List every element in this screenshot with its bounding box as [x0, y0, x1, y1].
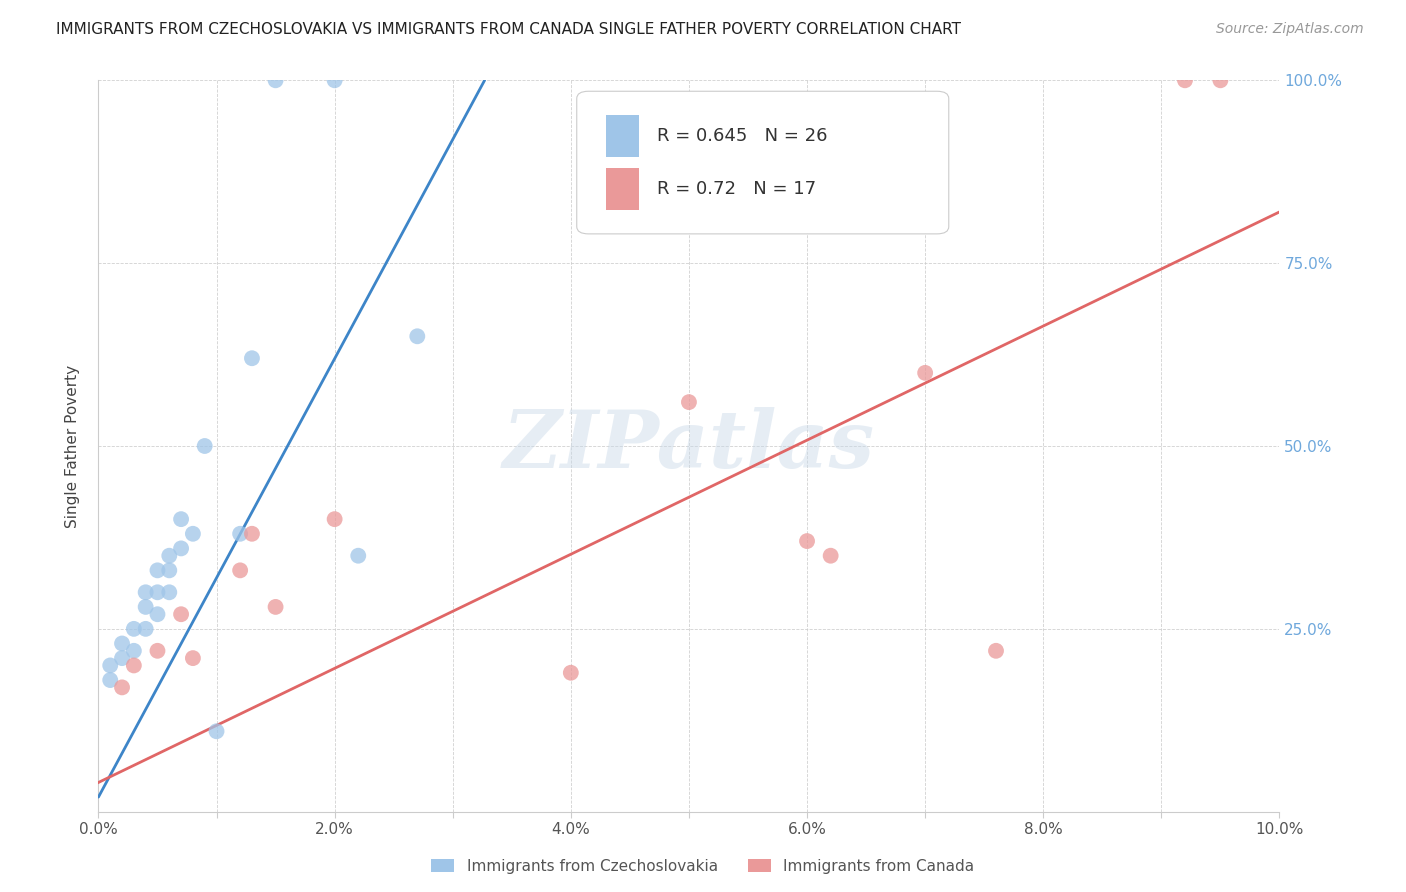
Point [135, 599, 157, 614]
Point [205, 724, 228, 739]
Point [323, 512, 346, 526]
Point [111, 636, 134, 650]
Text: ZIPatlas: ZIPatlas [503, 408, 875, 484]
Point [984, 644, 1007, 658]
Point [170, 541, 193, 556]
Point [181, 651, 204, 665]
Point [111, 681, 134, 695]
Text: R = 0.72   N = 17: R = 0.72 N = 17 [657, 180, 815, 198]
Point [98, 673, 121, 687]
Point [1174, 73, 1197, 87]
Point [678, 395, 700, 409]
Point [157, 549, 180, 563]
Point [135, 585, 157, 599]
Point [347, 549, 370, 563]
FancyBboxPatch shape [606, 168, 640, 211]
Y-axis label: Single Father Poverty: Single Father Poverty [65, 365, 80, 527]
Text: Source: ZipAtlas.com: Source: ZipAtlas.com [1216, 22, 1364, 37]
Point [122, 658, 145, 673]
Point [264, 599, 287, 614]
Point [323, 73, 346, 87]
Point [229, 563, 252, 577]
Point [122, 644, 145, 658]
Point [181, 526, 204, 541]
Point [146, 607, 169, 622]
Point [914, 366, 936, 380]
Point [229, 526, 252, 541]
Point [170, 512, 193, 526]
Point [796, 534, 818, 549]
Point [146, 563, 169, 577]
Point [111, 651, 134, 665]
FancyBboxPatch shape [576, 91, 949, 234]
Point [98, 658, 121, 673]
Point [820, 549, 842, 563]
Point [146, 644, 169, 658]
Point [157, 585, 180, 599]
Point [240, 351, 263, 366]
Point [1209, 73, 1232, 87]
Point [240, 526, 263, 541]
Text: IMMIGRANTS FROM CZECHOSLOVAKIA VS IMMIGRANTS FROM CANADA SINGLE FATHER POVERTY C: IMMIGRANTS FROM CZECHOSLOVAKIA VS IMMIGR… [56, 22, 962, 37]
Point [157, 563, 180, 577]
Point [406, 329, 429, 343]
Point [135, 622, 157, 636]
Point [122, 622, 145, 636]
Point [560, 665, 582, 680]
Point [170, 607, 193, 622]
Point [264, 73, 287, 87]
Point [146, 585, 169, 599]
Legend: Immigrants from Czechoslovakia, Immigrants from Canada: Immigrants from Czechoslovakia, Immigran… [426, 853, 980, 880]
Point [194, 439, 217, 453]
Text: R = 0.645   N = 26: R = 0.645 N = 26 [657, 127, 828, 145]
FancyBboxPatch shape [606, 115, 640, 157]
